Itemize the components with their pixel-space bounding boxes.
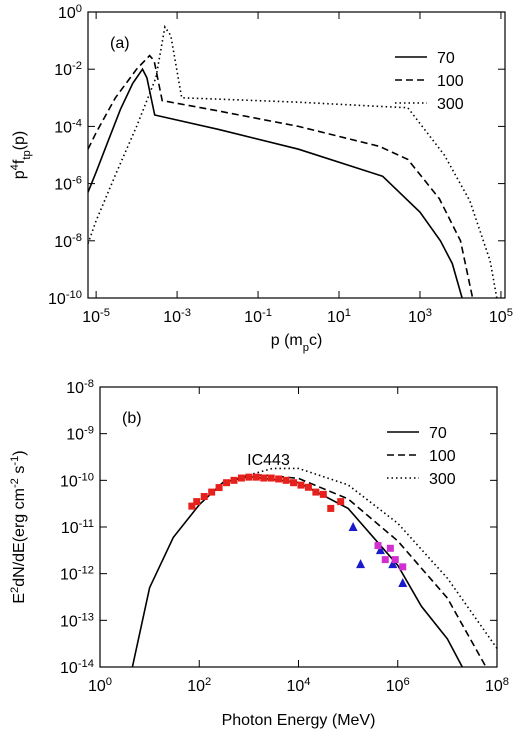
data-point bbox=[381, 556, 389, 564]
y-tick-label: 10-10 bbox=[60, 471, 94, 490]
data-point bbox=[312, 488, 320, 496]
y-tick-label: 10-8 bbox=[66, 378, 94, 397]
data-point bbox=[398, 578, 408, 588]
x-tick-label: 10-5 bbox=[82, 307, 110, 326]
series-line bbox=[222, 467, 497, 649]
x-axis-label: Photon Energy (MeV) bbox=[222, 712, 376, 729]
x-tick-label: 102 bbox=[187, 676, 211, 695]
data-point bbox=[327, 504, 335, 512]
data-point bbox=[223, 479, 231, 487]
data-point bbox=[260, 474, 268, 482]
data-point bbox=[215, 484, 223, 492]
data-point bbox=[399, 563, 407, 571]
series-line bbox=[88, 24, 498, 298]
y-tick-label: 10-8 bbox=[54, 232, 82, 251]
data-point bbox=[208, 488, 216, 496]
data-point bbox=[245, 473, 253, 481]
data-point bbox=[391, 556, 399, 564]
y-tick-label: 100 bbox=[58, 3, 82, 22]
legend-label: 100 bbox=[437, 73, 464, 90]
x-tick-label: 104 bbox=[286, 676, 310, 695]
legend-label: 300 bbox=[437, 96, 464, 113]
data-point bbox=[388, 559, 398, 569]
data-point bbox=[237, 474, 245, 482]
data-point bbox=[267, 474, 275, 482]
data-point bbox=[275, 475, 283, 483]
x-tick-label: 105 bbox=[489, 307, 513, 326]
panel-label: (b) bbox=[122, 410, 142, 427]
legend-label: 70 bbox=[437, 50, 455, 67]
series-line bbox=[222, 474, 487, 667]
plot-frame bbox=[99, 386, 498, 668]
x-tick-label: 10-3 bbox=[163, 307, 191, 326]
data-point bbox=[374, 542, 382, 550]
legend-label: 70 bbox=[429, 425, 447, 442]
data-point bbox=[252, 473, 260, 481]
data-point bbox=[230, 476, 238, 484]
data-point bbox=[304, 483, 312, 491]
data-point bbox=[297, 481, 305, 489]
data-point bbox=[356, 559, 366, 569]
y-axis-label: E2dN/dE(erg cm-2 s-1) bbox=[9, 450, 28, 603]
data-point bbox=[193, 498, 201, 506]
data-point bbox=[282, 476, 290, 484]
data-point bbox=[188, 502, 196, 510]
data-point bbox=[386, 544, 394, 552]
y-tick-label: 10-13 bbox=[60, 611, 94, 630]
series-line bbox=[88, 67, 463, 298]
plot-frame bbox=[87, 11, 506, 299]
data-point bbox=[375, 545, 385, 555]
x-tick-label: 106 bbox=[386, 676, 410, 695]
x-tick-label: 108 bbox=[485, 676, 509, 695]
data-point bbox=[290, 479, 298, 487]
y-tick-label: 10-12 bbox=[60, 565, 94, 584]
data-point bbox=[348, 522, 358, 531]
chart-title: IC443 bbox=[247, 452, 290, 469]
y-tick-label: 10-2 bbox=[54, 60, 82, 79]
x-tick-label: 10-1 bbox=[244, 307, 272, 326]
panel-label: (a) bbox=[110, 35, 130, 52]
y-tick-label: 10-10 bbox=[48, 289, 82, 308]
y-tick-label: 10-4 bbox=[54, 117, 82, 136]
y-tick-label: 10-6 bbox=[54, 175, 82, 194]
y-axis-label: p4ftp(p) bbox=[9, 131, 33, 180]
y-tick-label: 10-14 bbox=[60, 658, 94, 677]
x-tick-label: 100 bbox=[88, 676, 112, 695]
legend-label: 300 bbox=[429, 471, 456, 488]
data-point bbox=[200, 493, 208, 501]
series-line bbox=[88, 54, 474, 298]
y-tick-label: 10-9 bbox=[66, 425, 94, 444]
data-point bbox=[319, 490, 327, 498]
x-tick-label: 103 bbox=[408, 307, 432, 326]
y-tick-label: 10-11 bbox=[61, 518, 94, 537]
data-point bbox=[337, 498, 345, 506]
x-axis-label: p (mpc) bbox=[271, 332, 323, 354]
legend-label: 100 bbox=[429, 448, 456, 465]
x-tick-label: 101 bbox=[327, 307, 351, 326]
series-line bbox=[131, 475, 464, 667]
